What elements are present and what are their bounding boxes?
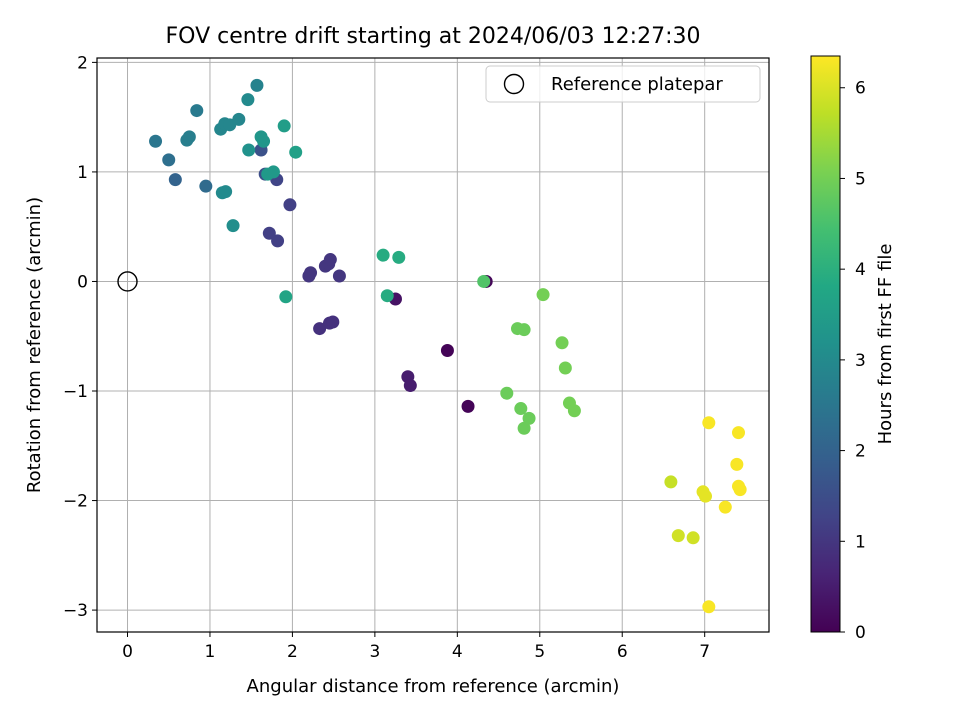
reference-platepar-marker (117, 271, 138, 292)
data-point (168, 173, 182, 187)
colorbar-gradient (810, 55, 841, 633)
legend-box (485, 65, 761, 103)
colorbar-tick-label: 2 (855, 442, 866, 462)
data-point (517, 421, 531, 435)
data-point (440, 343, 454, 357)
data-point (702, 416, 716, 430)
data-point (304, 266, 318, 280)
data-point (536, 288, 550, 302)
data-point (403, 379, 417, 393)
plot-area: 0 1 2 3 4 5 6 7 −3 −2 −1 0 1 2 (63, 53, 770, 662)
data-point (199, 179, 213, 193)
y-tick-label: −1 (63, 382, 88, 402)
data-point (313, 322, 327, 336)
colorbar-tick-label: 0 (855, 623, 866, 643)
data-point (250, 78, 264, 92)
x-tick-label: 0 (122, 642, 133, 662)
data-point (226, 219, 240, 233)
legend-reference-label: Reference platepar (551, 74, 723, 95)
data-point (219, 185, 233, 199)
x-tick-label: 4 (452, 642, 463, 662)
data-point (232, 112, 246, 126)
data-point (149, 134, 163, 148)
data-point (558, 361, 572, 375)
data-point (517, 323, 531, 337)
data-point (733, 483, 747, 497)
colorbar-tick-label: 1 (855, 532, 866, 552)
plot-background (97, 58, 769, 632)
data-point (686, 531, 700, 545)
data-point (182, 130, 196, 144)
data-point (477, 274, 491, 288)
colorbar-tick-label: 5 (855, 169, 866, 189)
x-tick-label: 3 (369, 642, 380, 662)
colorbar: 0 1 2 3 4 5 6 Hours from first FF file (810, 55, 896, 643)
legend: Reference platepar (485, 65, 761, 103)
data-point (332, 269, 346, 283)
data-point (731, 426, 745, 440)
data-point (266, 165, 280, 179)
data-point (283, 198, 297, 212)
data-point (289, 145, 303, 159)
data-point (730, 457, 744, 471)
data-point (277, 119, 291, 133)
y-axis-ticks: −3 −2 −1 0 1 2 (63, 53, 97, 621)
data-point (380, 289, 394, 303)
data-point (262, 226, 276, 240)
data-point (242, 143, 256, 157)
data-point (257, 134, 271, 148)
y-tick-label: 2 (77, 53, 88, 73)
data-point (376, 248, 390, 262)
data-point (718, 500, 732, 514)
data-point (162, 153, 176, 167)
x-tick-label: 5 (534, 642, 545, 662)
x-tick-label: 7 (699, 642, 710, 662)
data-point (241, 93, 255, 107)
reference-layer (117, 271, 138, 292)
data-point (671, 529, 685, 543)
data-point (461, 399, 475, 413)
data-point (555, 336, 569, 350)
colorbar-label: Hours from first FF file (875, 244, 896, 445)
y-tick-label: −3 (63, 601, 88, 621)
data-point (323, 253, 337, 267)
y-axis-label: Rotation from reference (arcmin) (24, 197, 45, 493)
x-tick-label: 6 (617, 642, 628, 662)
data-point (279, 290, 293, 304)
chart-title: FOV centre drift starting at 2024/06/03 … (166, 24, 701, 49)
colorbar-tick-label: 4 (855, 260, 866, 280)
x-axis-label: Angular distance from reference (arcmin) (247, 676, 620, 697)
data-point (522, 411, 536, 425)
x-tick-label: 1 (205, 642, 216, 662)
y-tick-label: 0 (77, 272, 88, 292)
data-point (326, 315, 340, 329)
y-tick-label: −2 (63, 492, 88, 512)
data-point (190, 104, 204, 118)
data-point (702, 600, 716, 614)
data-point (664, 475, 678, 489)
colorbar-tick-label: 3 (855, 351, 866, 371)
data-point (392, 250, 406, 264)
colorbar-tick-label: 6 (855, 79, 866, 99)
data-point (699, 489, 713, 503)
data-point (567, 404, 581, 418)
data-point (271, 234, 285, 248)
plot-frame (96, 57, 770, 633)
data-point (500, 386, 514, 400)
x-tick-label: 2 (287, 642, 298, 662)
colorbar-ticks: 0 1 2 3 4 5 6 (840, 79, 866, 643)
x-axis-ticks: 0 1 2 3 4 5 6 7 (122, 632, 710, 662)
legend-reference-marker (503, 73, 525, 95)
data-point (514, 402, 528, 416)
data-points (149, 78, 747, 614)
y-tick-label: 1 (77, 163, 88, 183)
